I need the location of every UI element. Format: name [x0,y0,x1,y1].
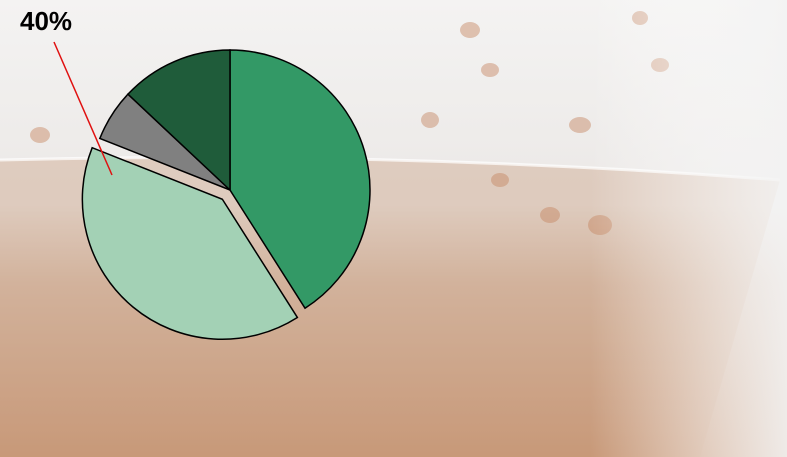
pie-slice [126,49,231,192]
data-label: 40% [20,6,72,36]
pie-slice [229,49,371,310]
pie-slice [81,146,299,340]
leader-line [53,41,113,176]
